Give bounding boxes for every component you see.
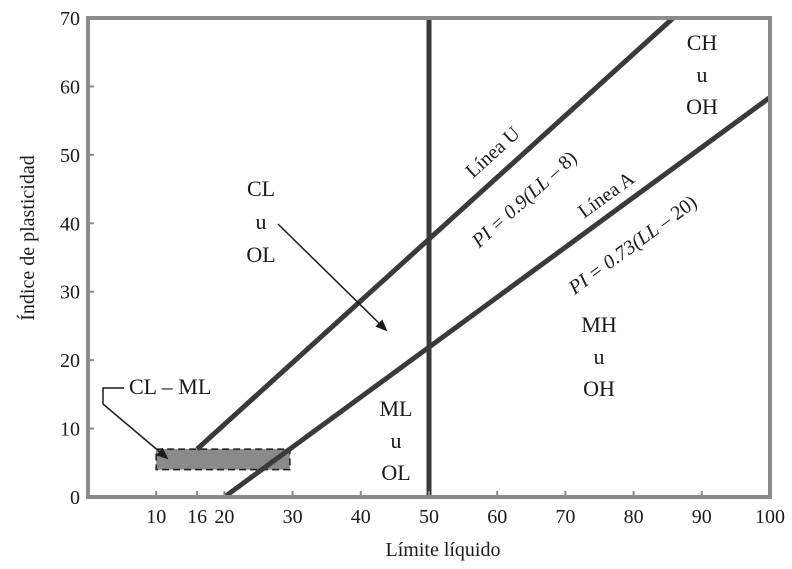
x-tick-label: 60 — [487, 506, 507, 528]
x-tick-label: 70 — [555, 506, 575, 528]
svg-text:OL: OL — [381, 460, 410, 485]
region-cl-ol-label: CL u OL — [246, 176, 275, 267]
svg-text:ML: ML — [380, 396, 413, 421]
svg-text:MH: MH — [581, 312, 617, 337]
x-tick-label: 40 — [351, 506, 371, 528]
line-a-eq-rest: – 20) — [651, 191, 702, 236]
region-ch-oh-label: CH u OH — [686, 30, 718, 119]
line-u-labels: Línea U PI = 0.9(LL – 8) — [461, 122, 581, 253]
region-mh-oh-label: MH u OH — [581, 312, 617, 401]
region-ml-ol-label: ML u OL — [380, 396, 413, 485]
y-tick-label: 50 — [60, 145, 80, 167]
svg-text:CL: CL — [247, 176, 275, 201]
svg-text:OH: OH — [583, 376, 615, 401]
svg-text:OH: OH — [686, 94, 718, 119]
svg-text:u: u — [256, 209, 267, 234]
x-tick-label: 90 — [692, 506, 712, 528]
x-tick-label: 10 — [146, 506, 166, 528]
y-tick-label: 10 — [60, 419, 80, 441]
plot-area — [155, 16, 772, 500]
svg-text:u: u — [391, 428, 402, 453]
y-tick-label: 0 — [70, 487, 80, 509]
svg-text:CH: CH — [687, 30, 718, 55]
x-tick-label: 80 — [624, 506, 644, 528]
svg-text:OL: OL — [246, 242, 275, 267]
y-tick-label: 70 — [60, 8, 80, 30]
y-tick-label: 20 — [60, 350, 80, 372]
cl-ml-zone — [155, 448, 291, 471]
x-tick-label: 50 — [419, 506, 439, 528]
x-tick-label: 30 — [283, 506, 303, 528]
line-u-name: Línea U — [461, 122, 524, 182]
line-u — [195, 16, 675, 451]
cl-ol-arrow — [277, 223, 388, 332]
svg-text:u: u — [594, 344, 605, 369]
x-tick-label: 16 — [187, 506, 207, 528]
y-tick-label: 30 — [60, 282, 80, 304]
x-axis-title: Límite líquido — [386, 539, 501, 561]
line-a — [222, 95, 772, 500]
y-tick-label: 60 — [60, 76, 80, 98]
y-axis-title: Índice de plasticidad — [16, 155, 39, 321]
svg-text:u: u — [697, 62, 708, 87]
axis-ticks: 10 16 20 30 40 50 60 70 80 90 100 0 10 20 30 40 50 60 70 — [60, 8, 785, 528]
x-tick-label: 20 — [214, 506, 234, 528]
cl-ml-arrow — [102, 387, 169, 460]
cl-ml-label: CL – ML — [129, 374, 211, 399]
x-tick-label: 100 — [755, 506, 785, 528]
y-tick-label: 40 — [60, 213, 80, 235]
